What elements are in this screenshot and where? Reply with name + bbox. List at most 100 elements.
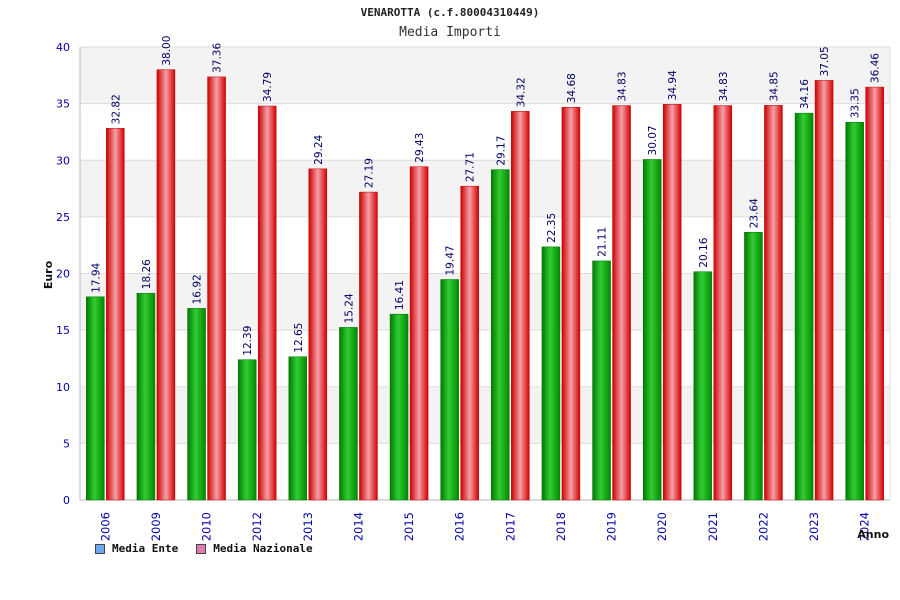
bar-media-ente-2009 bbox=[136, 292, 156, 501]
bar-media-nazionale-2010 bbox=[207, 76, 226, 501]
data-label-media-ente-2024: 33.35 bbox=[850, 88, 862, 118]
y-tick-label: 40 bbox=[56, 41, 70, 54]
y-axis-label: Euro bbox=[42, 260, 55, 289]
x-tick-label-2022: 2022 bbox=[756, 512, 770, 541]
y-tick-label: 35 bbox=[56, 98, 70, 111]
bar-media-nazionale-2019 bbox=[612, 105, 631, 501]
bar-media-ente-2013 bbox=[288, 356, 308, 501]
x-tick-label-2009: 2009 bbox=[149, 512, 163, 541]
data-label-media-nazionale-2024: 36.46 bbox=[870, 53, 882, 83]
data-label-media-ente-2012: 12.39 bbox=[242, 326, 254, 356]
y-tick-label: 5 bbox=[63, 437, 70, 450]
data-label-media-ente-2022: 23.64 bbox=[748, 198, 760, 228]
data-label-media-nazionale-2016: 27.71 bbox=[465, 152, 477, 182]
x-tick-label-2012: 2012 bbox=[250, 512, 264, 541]
bar-media-ente-2022 bbox=[744, 232, 763, 501]
bar-media-nazionale-2015 bbox=[409, 166, 429, 501]
bar-media-ente-2006 bbox=[86, 296, 105, 501]
x-tick-label-2017: 2017 bbox=[503, 512, 517, 541]
data-label-media-ente-2023: 34.16 bbox=[799, 79, 811, 109]
bar-media-ente-2016 bbox=[440, 279, 459, 501]
data-label-media-ente-2016: 19.47 bbox=[445, 245, 457, 275]
data-label-media-ente-2018: 22.35 bbox=[546, 213, 558, 243]
chart-subtitle: Media Importi bbox=[399, 25, 501, 40]
bar-media-nazionale-2018 bbox=[561, 106, 581, 501]
bar-media-nazionale-2006 bbox=[106, 128, 125, 501]
x-tick-label-2023: 2023 bbox=[807, 512, 821, 541]
data-label-media-ente-2014: 15.24 bbox=[343, 293, 355, 323]
bar-media-ente-2015 bbox=[389, 313, 409, 501]
data-label-media-nazionale-2006: 32.82 bbox=[110, 94, 122, 124]
data-label-media-ente-2021: 20.16 bbox=[698, 237, 710, 267]
x-tick-label-2015: 2015 bbox=[402, 512, 416, 541]
x-tick-label-2021: 2021 bbox=[706, 512, 720, 541]
data-label-media-ente-2009: 18.26 bbox=[141, 259, 153, 289]
x-tick-label-2020: 2020 bbox=[655, 512, 669, 541]
legend-swatch-media-nazionale bbox=[196, 543, 207, 554]
y-tick-label: 25 bbox=[56, 211, 70, 224]
bar-media-ente-2023 bbox=[794, 112, 814, 501]
bar-media-nazionale-2023 bbox=[814, 80, 834, 501]
data-label-media-nazionale-2021: 34.83 bbox=[718, 71, 730, 101]
data-label-media-nazionale-2010: 37.36 bbox=[212, 43, 224, 73]
data-label-media-ente-2013: 12.65 bbox=[293, 323, 305, 353]
legend-item-media-nazionale: Media Nazionale bbox=[196, 542, 313, 555]
bar-media-nazionale-2014 bbox=[359, 191, 378, 501]
x-tick-label-2016: 2016 bbox=[453, 512, 467, 541]
bar-media-ente-2021 bbox=[693, 271, 713, 501]
bar-media-ente-2017 bbox=[491, 169, 510, 501]
data-label-media-nazionale-2020: 34.94 bbox=[667, 70, 679, 100]
bar-media-nazionale-2021 bbox=[713, 105, 733, 501]
x-tick-label-2019: 2019 bbox=[605, 512, 619, 541]
bar-media-nazionale-2013 bbox=[308, 168, 328, 501]
y-tick-label: 15 bbox=[56, 324, 70, 337]
legend-label-media-nazionale: Media Nazionale bbox=[213, 542, 313, 555]
x-axis-label: Anno bbox=[857, 528, 889, 541]
legend: Media Ente Media Nazionale bbox=[95, 542, 313, 555]
data-label-media-nazionale-2017: 34.32 bbox=[515, 77, 527, 107]
y-tick-label: 30 bbox=[56, 154, 70, 167]
bar-media-nazionale-2016 bbox=[460, 185, 479, 501]
data-label-media-ente-2010: 16.92 bbox=[192, 274, 204, 304]
data-label-media-nazionale-2022: 34.85 bbox=[768, 71, 780, 101]
legend-swatch-media-ente bbox=[95, 543, 105, 554]
bar-media-nazionale-2022 bbox=[764, 105, 783, 501]
y-tick-label: 10 bbox=[56, 381, 70, 394]
data-label-media-nazionale-2012: 34.79 bbox=[262, 72, 274, 102]
data-label-media-ente-2019: 21.11 bbox=[597, 227, 609, 257]
y-tick-label: 0 bbox=[63, 494, 70, 507]
bar-media-nazionale-2024 bbox=[865, 86, 884, 501]
bar-media-nazionale-2012 bbox=[257, 105, 277, 501]
x-tick-label-2013: 2013 bbox=[301, 512, 315, 541]
data-label-media-nazionale-2019: 34.83 bbox=[617, 71, 629, 101]
x-tick-label-2006: 2006 bbox=[98, 512, 112, 541]
bar-media-nazionale-2009 bbox=[156, 69, 176, 501]
x-tick-label-2018: 2018 bbox=[554, 512, 568, 541]
bar-media-ente-2019 bbox=[592, 260, 611, 501]
data-label-media-nazionale-2018: 34.68 bbox=[566, 73, 578, 103]
chart-title: VENAROTTA (c.f.80004310449) bbox=[360, 6, 540, 19]
data-label-media-ente-2015: 16.41 bbox=[394, 280, 406, 310]
bar-media-ente-2010 bbox=[187, 308, 206, 501]
bar-media-ente-2014 bbox=[339, 327, 358, 501]
data-label-media-ente-2017: 29.17 bbox=[495, 136, 507, 166]
bar-media-nazionale-2020 bbox=[662, 104, 682, 501]
data-label-media-ente-2020: 30.07 bbox=[647, 125, 659, 155]
data-label-media-nazionale-2009: 38.00 bbox=[161, 36, 173, 66]
data-label-media-nazionale-2015: 29.43 bbox=[414, 133, 426, 163]
x-tick-label-2010: 2010 bbox=[200, 512, 214, 541]
bar-media-ente-2018 bbox=[541, 246, 561, 501]
bar-media-ente-2020 bbox=[642, 159, 662, 501]
data-label-media-nazionale-2013: 29.24 bbox=[313, 134, 325, 164]
x-tick-label-2014: 2014 bbox=[351, 512, 365, 541]
bar-media-ente-2024 bbox=[845, 122, 864, 501]
y-tick-label: 20 bbox=[56, 268, 70, 281]
legend-label-media-ente: Media Ente bbox=[112, 542, 179, 555]
legend-item-media-ente: Media Ente bbox=[95, 542, 178, 555]
data-label-media-nazionale-2014: 27.19 bbox=[363, 158, 375, 188]
data-label-media-nazionale-2023: 37.05 bbox=[819, 46, 831, 76]
data-label-media-ente-2006: 17.94 bbox=[90, 262, 102, 292]
bar-media-nazionale-2017 bbox=[511, 111, 530, 501]
